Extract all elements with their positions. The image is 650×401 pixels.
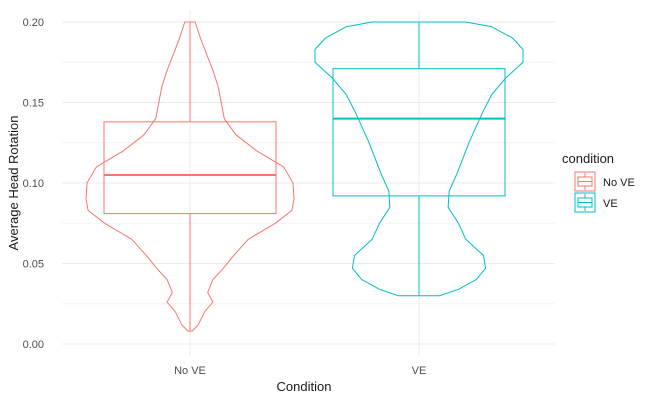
legend-label: No VE (603, 177, 635, 189)
violin-ve (314, 21, 524, 297)
box-layer (103, 22, 506, 332)
violin-no-ve (85, 21, 295, 332)
violin-layer (85, 21, 524, 332)
legend: condition No VE VE (562, 151, 635, 213)
x-tick-label: VE (412, 365, 427, 377)
y-axis-ticks: 0.00 0.05 0.10 0.15 0.20 (23, 17, 44, 351)
legend-key-no-ve: No VE (574, 171, 635, 192)
x-axis-title: Condition (277, 379, 332, 394)
y-tick-label: 0.00 (23, 339, 44, 351)
legend-key-ve: VE (574, 192, 618, 213)
box-iqr (332, 68, 506, 197)
box-iqr (103, 121, 277, 215)
y-axis-title: Average Head Rotation (6, 116, 21, 251)
y-tick-label: 0.15 (23, 98, 44, 110)
legend-key-violin (574, 192, 596, 213)
grid-lines (62, 10, 555, 356)
legend-title: condition (562, 151, 614, 166)
y-tick-label: 0.05 (23, 259, 44, 271)
x-tick-label: No VE (174, 365, 206, 377)
legend-label: VE (603, 198, 618, 210)
y-tick-label: 0.20 (23, 17, 44, 29)
legend-key-violin (574, 171, 596, 192)
x-axis-ticks: No VE VE (174, 365, 426, 377)
y-tick-label: 0.10 (23, 178, 44, 190)
